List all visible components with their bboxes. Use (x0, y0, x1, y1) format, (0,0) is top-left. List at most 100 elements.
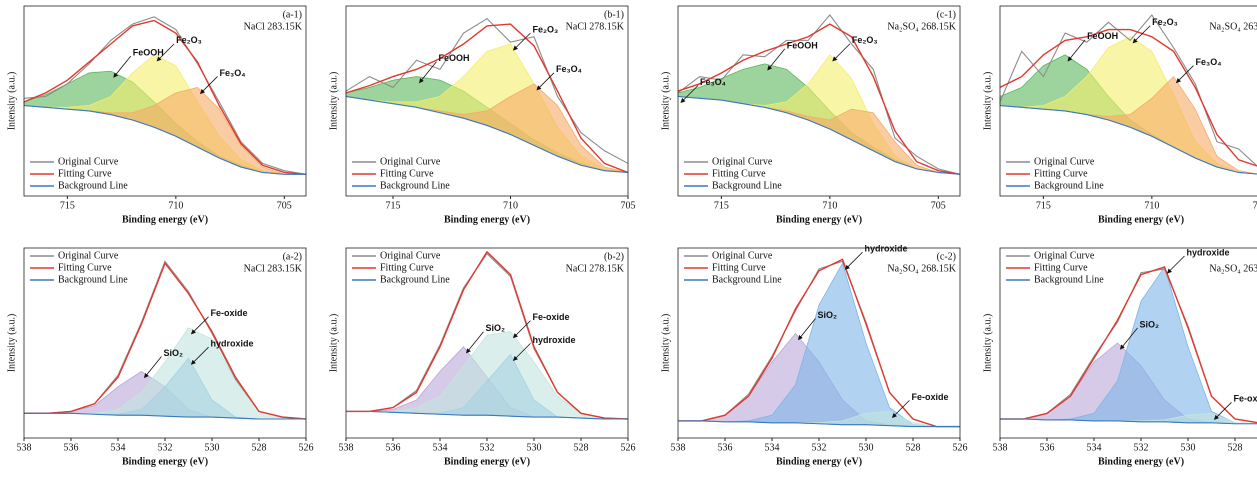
legend-label: Original Curve (712, 156, 773, 167)
annotation: Fe-oxide (912, 392, 949, 402)
x-tick-label: 534 (111, 442, 126, 453)
panel-label: (c-1) (937, 9, 956, 20)
subplot: SiO₂ hydroxide Fe-oxide 538 536 534 532 530 528 5… (328, 247, 636, 467)
x-tick-label: 528 (252, 442, 267, 453)
y-axis-label: Intensity (a.u.) (982, 314, 993, 373)
x-tick-label: 530 (205, 442, 220, 453)
x-tick-label: 705 (277, 200, 292, 211)
x-axis-label: Binding energy (eV) (122, 456, 208, 467)
x-tick-label: 705 (1253, 200, 1257, 211)
x-axis-label: Binding energy (eV) (444, 456, 530, 467)
x-tick-label: 528 (1228, 442, 1243, 453)
x-tick-label: 534 (1087, 442, 1102, 453)
legend-label: Background Line (1034, 274, 1104, 285)
x-tick-label: 538 (993, 442, 1008, 453)
legend-label: Original Curve (58, 156, 119, 167)
annotation: Fe₂O₃ (533, 24, 559, 34)
legend-label: Background Line (380, 180, 450, 191)
legend-label: Background Line (1034, 180, 1104, 191)
x-tick-label: 710 (822, 200, 837, 211)
panel-condition: NaCl 278.15K (566, 21, 625, 32)
annotation-arrow (1213, 402, 1232, 420)
annotation: Fe-oxide (533, 312, 570, 322)
annotation-arrow (418, 61, 437, 84)
series-line (345, 23, 629, 174)
series-line (999, 104, 1257, 175)
legend-label: Fitting Curve (1034, 168, 1088, 179)
plot-frame (345, 5, 629, 197)
series-line (23, 104, 306, 175)
x-tick-label: 528 (906, 442, 921, 453)
annotation: SiO₂ (818, 310, 838, 320)
annotation-arrow (536, 72, 555, 91)
x-tick-label: 532 (1134, 442, 1149, 453)
x-axis-label: Binding energy (eV) (122, 214, 208, 225)
series-line (999, 28, 1257, 167)
x-tick-label: 534 (433, 442, 448, 453)
subplot: FeOOH Fe₂O₃ Fe₃O₄ 715 710 705 Binding energy (… (6, 5, 307, 225)
series-line (345, 95, 629, 174)
panel-condition: Na₂SO₄ 268.15K (887, 263, 956, 274)
y-axis-label: Intensity (a.u.) (660, 72, 671, 131)
x-tick-label: 536 (718, 442, 733, 453)
annotation-arrow (143, 356, 162, 379)
annotation-arrow (1132, 25, 1151, 44)
annotation-arrow (1067, 39, 1086, 62)
series-line (23, 16, 307, 175)
series-line (346, 250, 629, 420)
series-line (24, 412, 306, 420)
legend-label: Fitting Curve (380, 168, 434, 179)
x-tick-label: 536 (64, 442, 79, 453)
x-tick-label: 538 (339, 442, 354, 453)
series-line (1000, 418, 1257, 425)
peak-area (24, 327, 307, 420)
annotation: Fe₃O₄ (220, 68, 246, 78)
plot-frame (999, 5, 1257, 197)
series-line (677, 23, 961, 175)
annotation: SiO₂ (1140, 319, 1160, 329)
subplot: FeOOH Fe₂O₃ Fe₃O₄ 715 710 705 Binding energy (… (982, 5, 1257, 225)
peak-area (678, 262, 960, 427)
x-tick-label: 710 (503, 200, 518, 211)
panel-condition: NaCl 283.15K (244, 263, 303, 274)
annotation-arrow (465, 331, 484, 354)
x-tick-label: 532 (158, 442, 173, 453)
annotation-arrow (190, 346, 209, 365)
annotation: Fe₂O₃ (176, 35, 202, 45)
x-tick-label: 538 (17, 442, 32, 453)
panel-label: (b-2) (604, 251, 624, 262)
panel-label: (b-1) (604, 9, 624, 20)
y-axis-label: Intensity (a.u.) (6, 72, 17, 131)
annotation-arrow (199, 76, 218, 94)
legend-label: Original Curve (58, 250, 119, 261)
annotation-arrow (797, 318, 816, 341)
x-tick-label: 705 (621, 200, 636, 211)
x-tick-label: 526 (299, 442, 314, 453)
series-line (1000, 266, 1257, 424)
series-line (677, 14, 961, 175)
panel-condition: NaCl 283.15K (244, 21, 303, 32)
panel-label: (c-2) (937, 251, 956, 262)
series-line (345, 17, 629, 164)
panel-label: (a-2) (283, 251, 302, 262)
annotation-arrow (891, 400, 910, 418)
annotation: Fe₂O₃ (852, 35, 878, 45)
x-tick-label: 526 (621, 442, 636, 453)
series-line (999, 14, 1257, 167)
x-tick-label: 536 (386, 442, 401, 453)
legend-label: Background Line (58, 274, 128, 285)
annotation: Fe₂O₃ (1152, 17, 1178, 27)
subplot: SiO₂ hydroxide Fe-oxide 538 536 534 532 530 528 5… (660, 244, 967, 468)
legend-label: Fitting Curve (712, 168, 766, 179)
annotation: Fe₃O₄ (1196, 57, 1222, 67)
series-line (346, 410, 628, 420)
series-line (678, 420, 960, 428)
annotation-arrow (680, 85, 699, 104)
x-axis-label: Binding energy (eV) (1098, 214, 1184, 225)
x-tick-label: 526 (953, 442, 968, 453)
legend-label: Original Curve (1034, 250, 1095, 261)
x-tick-label: 715 (60, 200, 75, 211)
annotation-arrow (512, 320, 531, 339)
